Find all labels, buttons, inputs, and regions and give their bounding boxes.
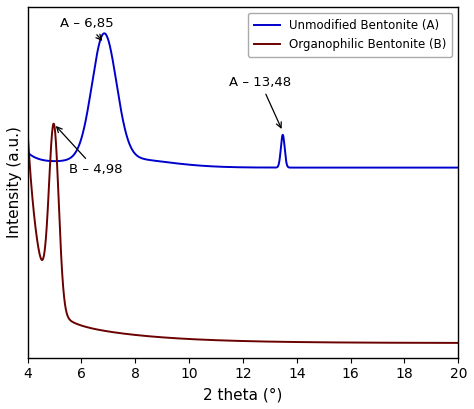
Line: Organophilic Bentonite (B): Organophilic Bentonite (B) <box>27 124 458 343</box>
Organophilic Bentonite (B) <box>229 338 235 343</box>
Organophilic Bentonite (B) <box>25 128 30 133</box>
Y-axis label: Intensity (a.u.): Intensity (a.u.) <box>7 126 22 238</box>
Unmodified Bentonite (A) <box>229 165 235 170</box>
Unmodified Bentonite (A) <box>25 150 30 155</box>
Organophilic Bentonite (B) <box>209 337 215 342</box>
Unmodified Bentonite (A) <box>206 164 211 169</box>
Line: Unmodified Bentonite (A): Unmodified Bentonite (A) <box>27 33 458 168</box>
Text: A – 6,85: A – 6,85 <box>60 17 113 40</box>
Unmodified Bentonite (A) <box>421 165 427 170</box>
Organophilic Bentonite (B) <box>337 340 343 345</box>
Unmodified Bentonite (A) <box>209 164 215 169</box>
Text: A – 13,48: A – 13,48 <box>229 76 292 128</box>
Organophilic Bentonite (B) <box>442 340 448 345</box>
Organophilic Bentonite (B) <box>421 340 427 345</box>
Unmodified Bentonite (A) <box>456 165 461 170</box>
Organophilic Bentonite (B) <box>206 337 211 342</box>
Unmodified Bentonite (A) <box>101 31 107 36</box>
X-axis label: 2 theta (°): 2 theta (°) <box>203 387 283 402</box>
Organophilic Bentonite (B) <box>51 121 56 126</box>
Organophilic Bentonite (B) <box>456 340 461 345</box>
Legend: Unmodified Bentonite (A), Organophilic Bentonite (B): Unmodified Bentonite (A), Organophilic B… <box>248 13 452 56</box>
Text: B – 4,98: B – 4,98 <box>57 127 123 176</box>
Unmodified Bentonite (A) <box>337 165 343 170</box>
Unmodified Bentonite (A) <box>442 165 448 170</box>
